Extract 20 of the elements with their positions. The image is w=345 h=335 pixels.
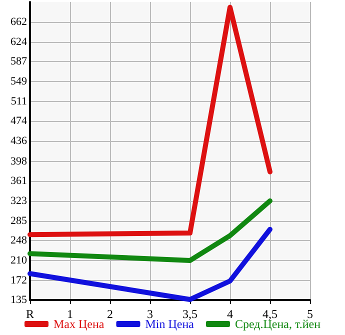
y-tick-label: 624 bbox=[10, 36, 28, 48]
x-tick-label: R bbox=[26, 307, 34, 321]
x-tick-label: 4 bbox=[227, 307, 233, 321]
x-tick-label: 3 bbox=[147, 307, 153, 321]
y-tick-label: 436 bbox=[10, 135, 28, 148]
x-tick-label: 2 bbox=[107, 307, 113, 321]
y-tick-label: 172 bbox=[10, 274, 27, 286]
y-tick-label: 474 bbox=[10, 115, 28, 128]
y-tick-label: 135 bbox=[10, 294, 28, 306]
y-tick-label: 511 bbox=[10, 96, 27, 108]
y-tick-label: 549 bbox=[10, 76, 28, 88]
y-tick-label: 361 bbox=[10, 174, 27, 187]
y-tick-label: 323 bbox=[10, 194, 28, 207]
x-tick-label: 5 bbox=[307, 307, 313, 321]
y-tick-label: 587 bbox=[10, 56, 28, 68]
y-tick-label: 398 bbox=[10, 155, 28, 168]
y-tick-label: 662 bbox=[10, 16, 27, 28]
y-tick-label: 210 bbox=[10, 254, 28, 266]
y-tick-label: 285 bbox=[10, 214, 28, 227]
y-tick-label: 248 bbox=[10, 234, 28, 246]
